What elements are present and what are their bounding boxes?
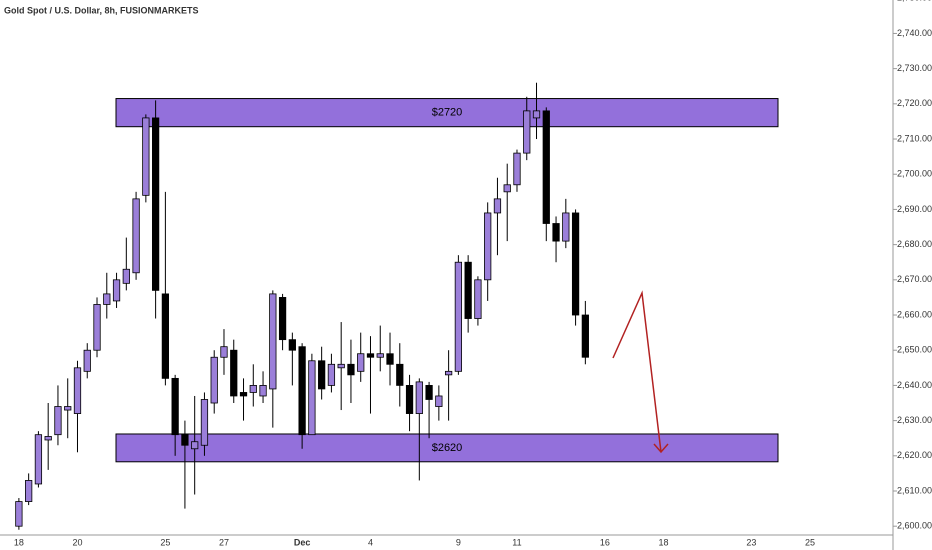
up-candle-body	[337, 363, 345, 369]
up-candle-body	[474, 279, 482, 319]
down-candle-body	[161, 293, 170, 379]
down-candle-body	[171, 377, 179, 436]
y-tick-label: 2,750.00	[897, 0, 932, 3]
x-tick-label: 9	[456, 537, 461, 547]
zone-label: $2620	[432, 442, 463, 454]
x-tick-label: 18	[14, 537, 24, 547]
y-tick-label: 2,620.00	[897, 450, 932, 460]
up-candle-body	[308, 360, 316, 436]
up-candle-body	[454, 261, 463, 372]
down-candle-body	[181, 434, 189, 446]
y-tick-label: 2,660.00	[897, 309, 932, 319]
x-tick-label: 11	[512, 537, 521, 547]
x-tick-label: 18	[658, 537, 668, 547]
price-zone	[115, 433, 779, 463]
y-tick-label: 2,610.00	[897, 485, 932, 495]
up-candle-body	[532, 110, 541, 119]
down-candle-body	[571, 212, 580, 316]
up-candle-body	[64, 406, 72, 411]
down-candle-body	[298, 346, 306, 436]
down-candle-body	[318, 360, 326, 390]
up-candle-body	[112, 279, 121, 302]
up-candle-body	[435, 395, 443, 407]
up-candle-body	[503, 184, 511, 193]
up-candle-body	[327, 363, 336, 386]
y-tick-label: 2,680.00	[897, 239, 932, 249]
chart-title: Gold Spot / U.S. Dollar, 8h, FUSIONMARKE…	[4, 5, 199, 15]
y-tick-label: 2,640.00	[897, 380, 932, 390]
up-candle-body	[200, 399, 209, 446]
up-candle-body	[484, 212, 492, 281]
up-candle-body	[34, 434, 43, 485]
x-tick-label: 23	[746, 537, 756, 547]
up-candle-body	[444, 370, 453, 376]
up-candle-body	[122, 268, 130, 284]
down-candle-body	[552, 223, 560, 242]
y-tick-label: 2,690.00	[897, 204, 932, 214]
down-candle-body	[396, 363, 404, 386]
up-candle-body	[210, 356, 218, 404]
x-tick-label: 20	[72, 537, 82, 547]
down-candle-body	[151, 117, 160, 291]
up-candle-body	[15, 501, 23, 527]
down-candle-body	[581, 314, 589, 358]
down-candle-body	[425, 385, 433, 400]
down-candle-body	[230, 349, 238, 397]
up-candle-body	[25, 480, 33, 502]
down-candle-body	[366, 353, 375, 358]
up-candle-body	[493, 198, 502, 214]
zones: $2720 $2620	[115, 98, 779, 463]
up-candle-body	[220, 346, 228, 358]
up-candle-body	[191, 441, 199, 450]
up-candle-body	[132, 198, 140, 274]
up-candle-body	[357, 353, 365, 372]
y-tick-label: 2,720.00	[897, 98, 932, 108]
candles	[15, 82, 589, 530]
down-candle-body	[288, 339, 296, 351]
down-candle-body	[278, 297, 287, 341]
down-candle-body	[386, 353, 394, 365]
up-candle-body	[376, 353, 384, 358]
y-tick-label: 2,710.00	[897, 133, 932, 143]
y-tick-label: 2,730.00	[897, 63, 932, 73]
up-candle-body	[249, 385, 257, 393]
y-tick-label: 2,650.00	[897, 345, 932, 355]
y-tick-label: 2,670.00	[897, 274, 932, 284]
price-zone	[115, 98, 779, 128]
x-tick-label: Dec	[294, 537, 311, 547]
down-candle-body	[405, 385, 414, 414]
up-candle-body	[259, 385, 267, 397]
up-candle-body	[415, 381, 423, 414]
y-tick-label: 2,600.00	[897, 521, 932, 531]
up-candle-body	[83, 349, 91, 372]
down-candle-body	[464, 261, 472, 319]
x-tick-label: 4	[368, 537, 373, 547]
up-candle-body	[73, 367, 82, 414]
y-tick-label: 2,740.00	[897, 28, 932, 38]
x-tick-label: 25	[805, 537, 815, 547]
up-candle-body	[269, 293, 277, 390]
y-tick-label: 2,630.00	[897, 415, 932, 425]
up-candle-body	[142, 117, 150, 196]
up-candle-body	[54, 406, 62, 436]
x-tick-label: 16	[600, 537, 610, 547]
zone-label: $2720	[432, 107, 463, 119]
up-candle-body	[523, 110, 531, 154]
up-candle-body	[93, 304, 101, 351]
y-tick-label: 2,700.00	[897, 169, 932, 179]
forecast-arrow	[612, 290, 662, 453]
up-candle-body	[562, 212, 570, 242]
x-tick-label: 25	[160, 537, 170, 547]
down-candle-body	[542, 110, 550, 224]
down-candle-body	[239, 392, 248, 397]
arrow-head	[653, 443, 669, 454]
down-candle-body	[347, 363, 355, 376]
up-candle-body	[513, 152, 521, 186]
x-tick-label: 27	[219, 537, 229, 547]
up-candle-body	[103, 293, 111, 305]
up-candle-body	[44, 436, 52, 441]
